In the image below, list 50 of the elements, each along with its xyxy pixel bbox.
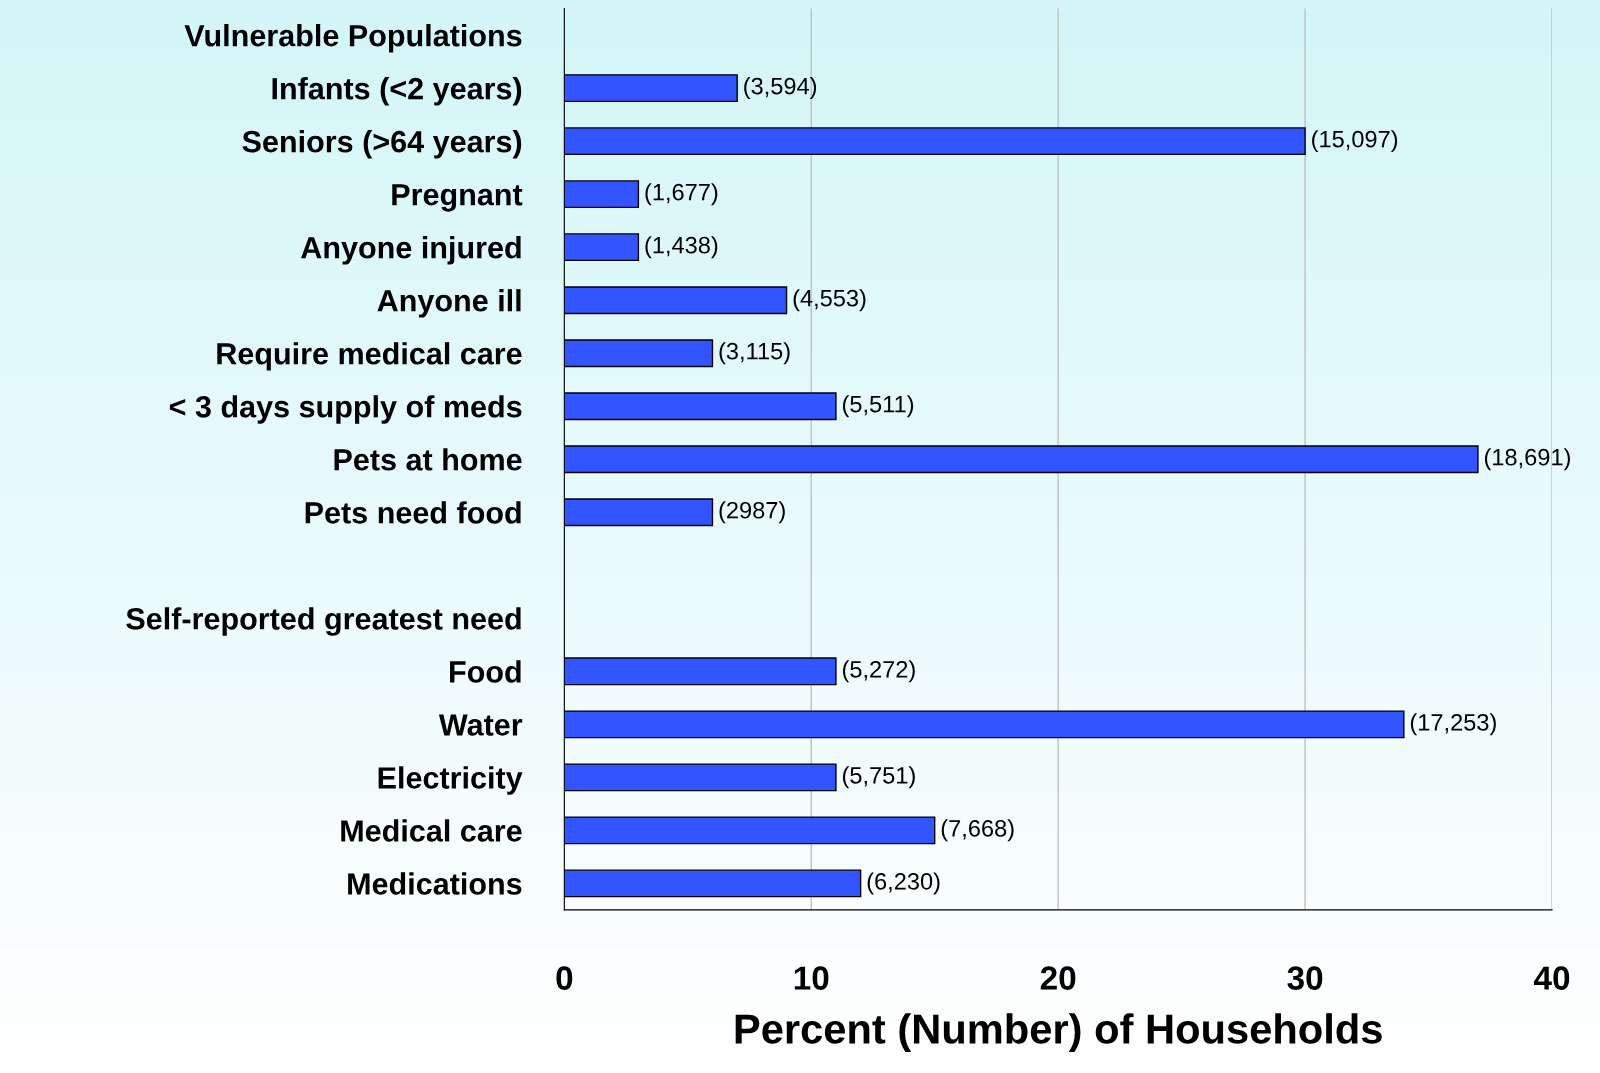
annotation: (7,668) bbox=[941, 819, 1014, 842]
bar bbox=[564, 445, 1479, 474]
y-tick-label: Pregnant bbox=[392, 184, 523, 212]
x-tick-label: 0 bbox=[556, 966, 573, 990]
bar bbox=[564, 392, 837, 421]
y-tick-label: Anyone injured bbox=[301, 236, 521, 265]
annotation: (6,230) bbox=[867, 872, 940, 895]
annotation: (3,115) bbox=[719, 342, 790, 365]
bar bbox=[564, 498, 714, 527]
annotation: (17,253) bbox=[1410, 713, 1496, 736]
annotation: (18,691) bbox=[1484, 448, 1570, 471]
annotation: (1,677) bbox=[645, 183, 718, 206]
annotation: (5,751) bbox=[842, 766, 915, 789]
bar bbox=[564, 286, 788, 315]
x-tick-label: 20 bbox=[1040, 966, 1076, 990]
x-tick-label: 30 bbox=[1287, 966, 1323, 990]
y-tick-label: Infants (<2 years) bbox=[272, 77, 522, 106]
y-tick-label: Require medical care bbox=[217, 342, 522, 371]
annotation: (3,594) bbox=[744, 77, 817, 100]
bar bbox=[564, 657, 837, 686]
annotation: (2987) bbox=[719, 501, 785, 524]
bar bbox=[564, 869, 862, 898]
y-tick-label: Self-reported greatest need bbox=[126, 607, 521, 636]
bar bbox=[564, 710, 1405, 739]
y-tick-label: Food bbox=[450, 660, 521, 683]
y-tick-label: Medical care bbox=[341, 819, 522, 842]
x-axis-title: Percent (Number) of Households bbox=[735, 1013, 1382, 1053]
annotation: (5,272) bbox=[842, 660, 915, 683]
y-tick-label: Vulnerable Populations bbox=[184, 24, 522, 53]
y-tick-label: < 3 days supply of meds bbox=[169, 395, 522, 424]
bar bbox=[564, 233, 640, 262]
x-tick-label: 40 bbox=[1533, 966, 1570, 990]
annotation: (5,511) bbox=[842, 395, 914, 418]
y-tick-label: Anyone ill bbox=[377, 289, 521, 318]
annotation: (1,438) bbox=[645, 236, 718, 259]
bar bbox=[564, 816, 936, 845]
y-tick-label: Water bbox=[438, 714, 523, 736]
x-tick-label: 10 bbox=[794, 966, 829, 990]
y-tick-label: Seniors (>64 years) bbox=[242, 130, 522, 159]
y-tick-label: Medications bbox=[348, 872, 522, 895]
bar bbox=[564, 74, 738, 103]
y-tick-label: Electricity bbox=[378, 766, 523, 795]
annotation: (15,097) bbox=[1312, 130, 1398, 153]
bar bbox=[564, 180, 640, 209]
y-tick-label: Pets at home bbox=[334, 448, 522, 471]
bar bbox=[564, 763, 837, 792]
bar bbox=[564, 339, 714, 368]
y-tick-label: Pets need food bbox=[305, 501, 521, 524]
bar bbox=[564, 127, 1306, 156]
annotation: (4,553) bbox=[793, 289, 866, 312]
